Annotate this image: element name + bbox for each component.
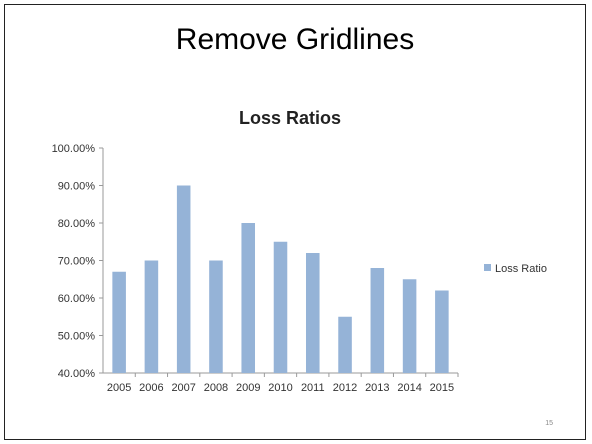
y-tick-label: 80.00% [58,218,96,230]
x-tick-label: 2015 [430,382,454,394]
chart-title: Loss Ratios [239,108,341,128]
x-tick-label: 2012 [333,382,357,394]
slide-number: 15 [545,420,553,427]
chart-bars [112,185,449,373]
bar [241,223,256,373]
legend-label: Loss Ratio [495,263,547,275]
x-tick-label: 2014 [397,382,421,394]
x-tick-label: 2013 [365,382,389,394]
chart-x-tick-labels: 2005 2006 2007 2008 2009 2010 2011 2012 2013 2014… [107,382,454,394]
slide: Remove Gridlines 15 [4,4,586,440]
legend-swatch [484,264,491,271]
bar [273,241,288,373]
slide-title: Remove Gridlines [175,23,415,56]
x-tick-label: 2008 [204,382,228,394]
bar [176,185,191,373]
x-tick-label: 2005 [107,382,131,394]
bar [112,271,126,373]
bar [305,253,320,373]
y-tick-label: 100.00% [52,143,96,155]
bar [144,260,159,373]
x-tick-label: 2009 [236,382,260,394]
bar [370,268,385,373]
y-tick-label: 50.00% [58,331,96,343]
chart-legend: Loss Ratio [484,263,547,275]
y-tick-label: 70.00% [58,256,96,268]
bar [435,290,449,373]
x-tick-label: 2007 [171,382,195,394]
bar [402,279,417,373]
y-tick-label: 60.00% [58,293,96,305]
x-tick-label: 2006 [139,382,163,394]
y-tick-label: 90.00% [58,181,96,193]
chart-y-tick-labels: 40.00% 50.00% 60.00% 70.00% 80.00% 90.00% 100.… [52,143,96,380]
x-tick-label: 2010 [268,382,292,394]
bar [338,316,352,373]
x-tick-label: 2011 [301,382,325,394]
bar [209,260,223,373]
y-tick-label: 40.00% [58,368,96,380]
